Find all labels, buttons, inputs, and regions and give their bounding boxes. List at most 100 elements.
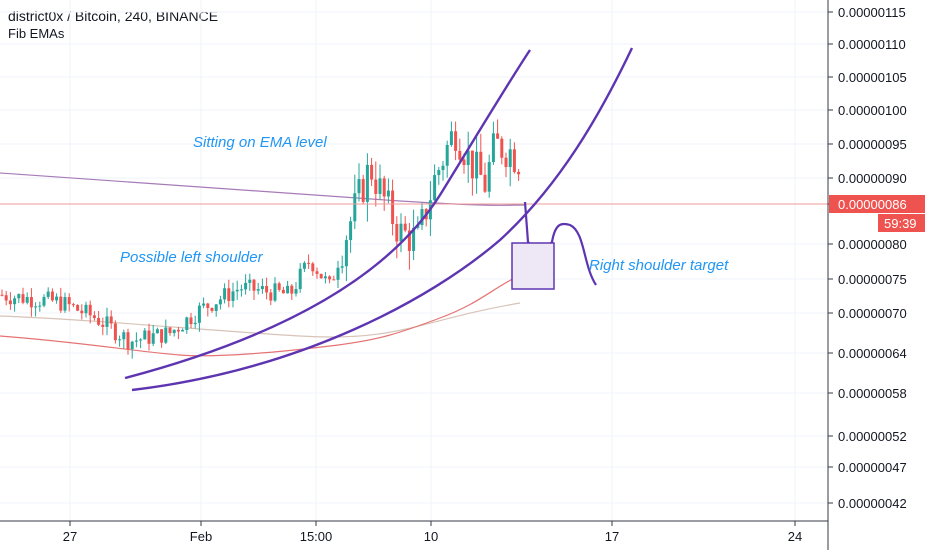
price-tick-label: 0.00000052 — [838, 429, 907, 444]
candle-body — [84, 304, 88, 314]
candle-body — [126, 332, 130, 350]
candle-body — [323, 276, 327, 279]
candle-body — [105, 316, 109, 327]
candle-body — [449, 131, 453, 145]
candle-body — [265, 286, 269, 293]
candle-body — [101, 324, 105, 327]
candle-body — [223, 288, 227, 300]
candle-body — [248, 279, 252, 283]
candle-body — [130, 341, 134, 350]
candle-body — [97, 318, 101, 325]
price-tick-label: 0.00000115 — [838, 5, 906, 20]
candle-body — [281, 289, 285, 294]
candle-body — [50, 291, 54, 301]
candle-body — [218, 299, 222, 305]
candle-body — [378, 178, 382, 194]
candle-body — [29, 296, 33, 308]
candle-body — [445, 144, 449, 166]
candle-body — [512, 149, 516, 172]
price-tick-label: 0.00000064 — [838, 346, 907, 361]
candle-body — [336, 267, 340, 280]
candle-body — [466, 150, 470, 165]
candle-body — [76, 305, 80, 311]
annotation-sitting-on-ema: Sitting on EMA level — [193, 134, 327, 151]
candle-body — [269, 292, 273, 301]
candle-body — [399, 223, 403, 242]
candle-body — [147, 330, 151, 344]
candle-body — [34, 306, 38, 308]
ema-line-tan — [0, 302, 521, 338]
candle-body — [210, 307, 214, 311]
candle-body — [4, 295, 8, 301]
vertical-grid — [69, 0, 796, 521]
current-price-value: 0.00000086 — [838, 197, 907, 212]
price-scale[interactable]: 0.00000115 0.00000110 0.00000105 0.00000100… — [828, 5, 907, 511]
candle-body — [454, 131, 458, 151]
candle-body — [17, 294, 21, 299]
candle-body — [504, 157, 508, 168]
indicator-label: Fib EMAs — [8, 26, 65, 41]
candle-body — [172, 329, 176, 334]
candle-body — [370, 164, 374, 180]
candle-body — [307, 262, 311, 264]
candle-body — [302, 262, 306, 269]
candle-body — [206, 303, 210, 308]
candle-body — [197, 305, 201, 323]
candle-body — [286, 285, 290, 294]
price-tick-label: 0.00000042 — [838, 496, 907, 511]
candle-body — [109, 316, 113, 324]
candle-body — [437, 170, 441, 176]
candle-body — [273, 283, 277, 301]
candle-body — [475, 151, 479, 179]
right-shoulder-target-box — [511, 242, 555, 290]
candle-body — [80, 310, 84, 314]
annotation-right-shoulder-target: Right shoulder target — [589, 257, 729, 274]
candle-body — [176, 329, 180, 332]
countdown-value: 59:39 — [884, 216, 917, 231]
time-scale[interactable]: 27 Feb 15:00 10 17 24 — [63, 521, 802, 544]
time-tick-label: 24 — [788, 529, 802, 544]
candle-body — [202, 303, 206, 306]
candle-body — [118, 339, 122, 341]
candle-body — [395, 223, 399, 242]
time-tick-label: 17 — [605, 529, 619, 544]
time-tick-label: 10 — [424, 529, 438, 544]
candle-body — [185, 317, 189, 331]
candle-body — [25, 296, 29, 303]
price-tick-label: 0.00000100 — [838, 103, 907, 118]
time-tick-label: 27 — [63, 529, 77, 544]
price-tick-label: 0.00000070 — [838, 306, 907, 321]
candle-body — [332, 279, 336, 281]
candle-body — [349, 221, 353, 241]
candle-body — [63, 297, 67, 311]
candle-body — [235, 289, 239, 292]
candle-body — [0, 294, 4, 296]
candle-body — [517, 171, 521, 175]
candle-body — [92, 315, 96, 319]
candle-body — [239, 289, 243, 291]
candle-body — [38, 305, 42, 307]
candle-body — [386, 190, 390, 197]
price-tick-label: 0.00000090 — [838, 171, 907, 186]
candle-body — [181, 330, 185, 332]
lower-parabolic-curve — [131, 47, 634, 392]
price-tick-label: 0.00000095 — [838, 137, 907, 152]
candle-body — [407, 230, 411, 251]
price-tick-label: 0.00000110 — [838, 37, 906, 52]
candle-body — [71, 304, 75, 306]
price-tick-label: 0.00000105 — [838, 70, 907, 85]
candle-body — [403, 223, 407, 231]
candle-body — [13, 298, 17, 305]
candle-body — [433, 175, 437, 201]
candle-body — [344, 240, 348, 267]
candle-body — [298, 268, 302, 290]
candle-body — [113, 323, 117, 341]
candle-body — [290, 285, 294, 294]
candle-body — [508, 149, 512, 168]
price-tick-label: 0.00000058 — [838, 386, 907, 401]
candle-body — [315, 271, 319, 274]
time-tick-label: 15:00 — [300, 529, 333, 544]
candle-body — [420, 209, 424, 226]
price-tick-label: 0.00000075 — [838, 272, 907, 287]
